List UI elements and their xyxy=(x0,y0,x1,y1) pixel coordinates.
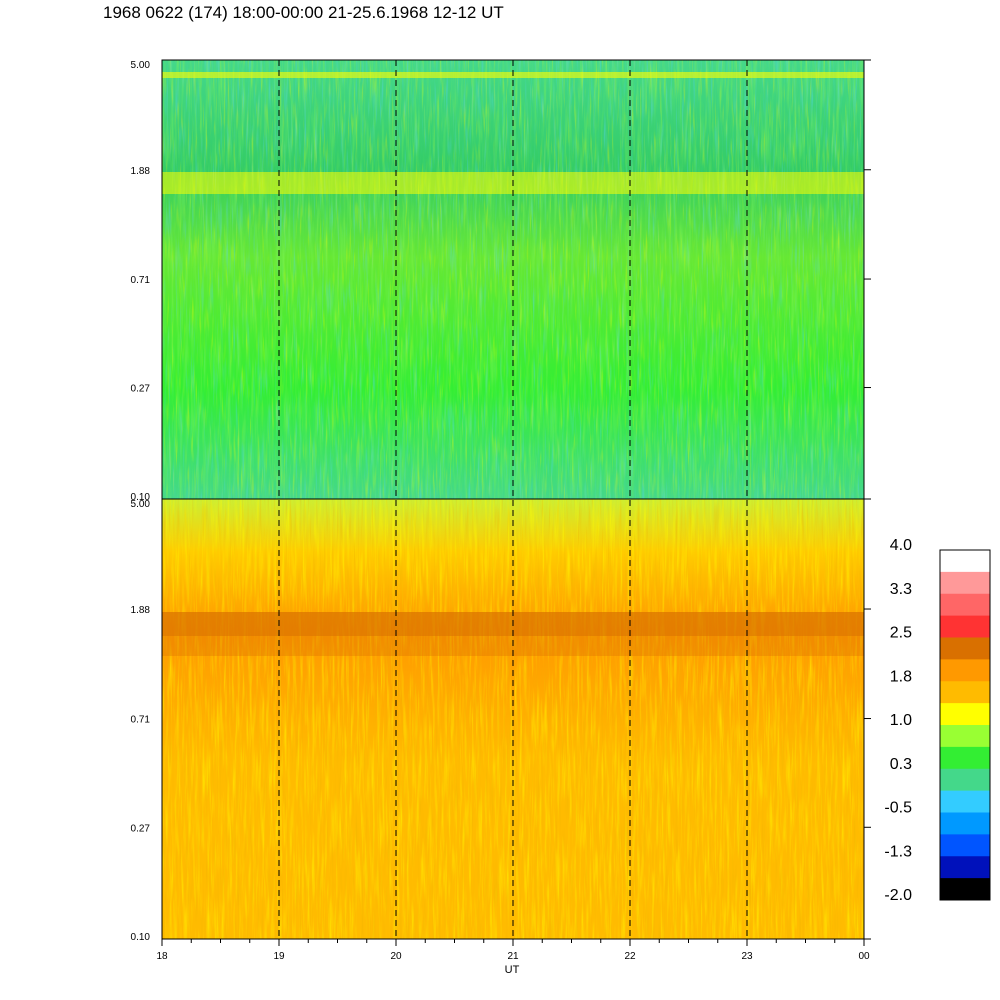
colorbar-label: 3.3 xyxy=(890,581,912,598)
axes-layer: 0.100.270.711.885.000.100.270.711.885.00… xyxy=(131,59,871,976)
colorbar-swatch xyxy=(940,615,990,638)
x-tick-label: 00 xyxy=(858,951,870,962)
x-tick-label: 22 xyxy=(624,951,636,962)
y-tick-label: 1.88 xyxy=(131,605,151,616)
colorbar-label: 1.0 xyxy=(890,712,912,729)
y-tick-label: 0.71 xyxy=(131,275,151,286)
colorbar: 4.0 3.3 2.5 1.8 1.0 0.3 -0.5 -1.3 -2.0 xyxy=(884,537,991,904)
colorbar-swatch xyxy=(940,768,990,792)
colorbar-swatch xyxy=(940,856,990,879)
y-tick-label: 0.10 xyxy=(131,492,151,503)
y-tick-label: 0.27 xyxy=(131,384,151,395)
colorbar-swatch xyxy=(940,637,990,660)
x-tick-label: 18 xyxy=(156,951,168,962)
colorbar-label: -0.5 xyxy=(884,800,912,817)
colorbar-label: 0.3 xyxy=(890,756,912,773)
y-tick-label: 0.71 xyxy=(131,715,151,726)
y-tick-label: 5.00 xyxy=(131,60,151,71)
colorbar-label: 4.0 xyxy=(890,537,912,554)
x-axis-label: UT xyxy=(505,964,520,976)
colorbar-swatch xyxy=(940,834,990,857)
colorbar-label: 1.8 xyxy=(890,668,912,685)
colorbar-swatch xyxy=(940,659,990,682)
colorbar-swatch xyxy=(940,593,990,617)
colorbar-swatch xyxy=(940,571,990,595)
colorbar-label: 2.5 xyxy=(890,625,912,642)
colorbar-label: -2.0 xyxy=(884,887,912,904)
colorbar-swatch xyxy=(940,725,990,748)
y-tick-label: 0.27 xyxy=(131,823,151,834)
x-tick-label: 19 xyxy=(273,951,285,962)
colorbar-swatch xyxy=(940,681,990,704)
colorbar-swatch xyxy=(940,703,990,726)
x-tick-label: 20 xyxy=(390,951,402,962)
y-tick-label: 0.10 xyxy=(131,932,151,943)
y-tick-label: 1.88 xyxy=(131,166,151,177)
colorbar-label: -1.3 xyxy=(884,843,912,860)
colorbar-swatch xyxy=(940,790,990,813)
colorbar-swatch xyxy=(940,812,990,835)
chart-title: 1968 0622 (174) 18:00-00:00 21-25.6.1968… xyxy=(103,3,504,22)
x-tick-label: 23 xyxy=(741,951,753,962)
colorbar-swatch xyxy=(940,550,990,573)
colorbar-swatch xyxy=(940,878,990,901)
y-tick-label: 5.00 xyxy=(131,499,151,510)
colorbar-frame xyxy=(939,549,991,901)
x-tick-label: 21 xyxy=(507,951,519,962)
colorbar-swatch xyxy=(940,746,990,770)
